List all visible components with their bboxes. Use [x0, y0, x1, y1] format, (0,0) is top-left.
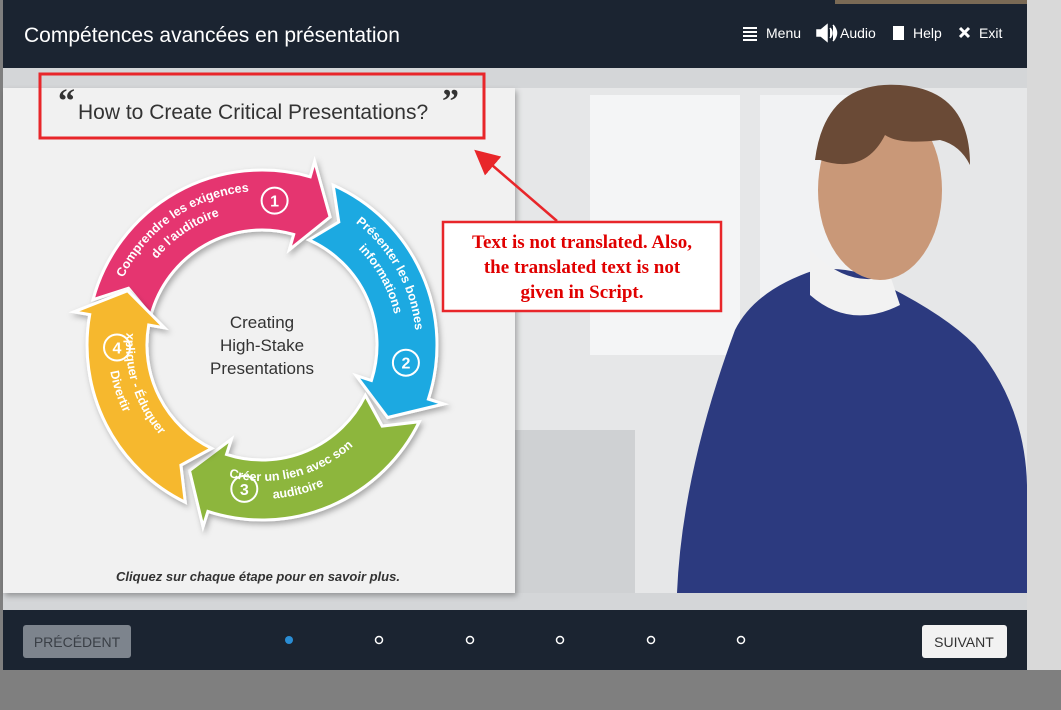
pagination: [285, 635, 746, 645]
center-text: High-Stake: [220, 336, 304, 355]
center-text: Presentations: [210, 359, 314, 378]
menu-icon: [743, 27, 757, 41]
page-dot[interactable]: [555, 635, 565, 645]
exit-button[interactable]: Exit: [979, 25, 1002, 41]
step-number[interactable]: 4: [113, 341, 122, 358]
exit-icon: [958, 26, 971, 39]
step-number[interactable]: 3: [240, 482, 249, 499]
step-number[interactable]: 2: [401, 356, 410, 373]
step-number-ring[interactable]: [391, 348, 420, 377]
step-number[interactable]: 1: [270, 194, 279, 211]
help-icon: [893, 26, 904, 40]
audio-icon: [816, 23, 838, 43]
help-button[interactable]: Help: [913, 25, 942, 41]
previous-button[interactable]: [23, 625, 131, 658]
next-label[interactable]: SUIVANT: [934, 634, 994, 650]
annotation-text: given in Script.: [521, 282, 644, 303]
audio-button[interactable]: Audio: [840, 25, 876, 41]
instruction: Cliquez sur chaque étape pour en savoir …: [116, 569, 400, 584]
step-number-ring[interactable]: [260, 186, 289, 215]
step-arrow[interactable]: [68, 288, 215, 505]
page-dot[interactable]: [374, 635, 384, 645]
annotation-text: the translated text is not: [484, 257, 681, 278]
highlight-box: [38, 72, 486, 140]
page-dot[interactable]: [736, 635, 746, 645]
photo: [515, 0, 1027, 593]
close-quote: ”: [442, 83, 459, 120]
step-arrow[interactable]: [90, 155, 332, 319]
step-arrow[interactable]: [187, 392, 422, 533]
annotation-text: Text is not translated. Also,: [472, 232, 692, 253]
step-number-ring[interactable]: [103, 333, 131, 362]
annotation-arrow: [474, 149, 558, 222]
menu-button[interactable]: Menu: [766, 25, 801, 41]
slide-heading: How to Create Critical Presentations?: [78, 101, 428, 124]
annotation-box: [441, 220, 723, 313]
center-text: Creating: [230, 313, 294, 332]
page-dot[interactable]: [646, 635, 656, 645]
course-title: Compétences avancées en présentation: [24, 24, 400, 47]
header-bar: [3, 0, 1027, 68]
previous-label[interactable]: PRÉCÉDENT: [34, 634, 121, 650]
step-arrow[interactable]: [305, 182, 450, 420]
next-button[interactable]: [922, 625, 1007, 658]
page-dot[interactable]: [465, 635, 475, 645]
open-quote: “: [58, 83, 75, 120]
side-strip: [1027, 0, 1061, 670]
page-dot[interactable]: [285, 636, 293, 644]
step-number-ring[interactable]: [230, 474, 259, 503]
footer-bar: [3, 610, 1027, 670]
